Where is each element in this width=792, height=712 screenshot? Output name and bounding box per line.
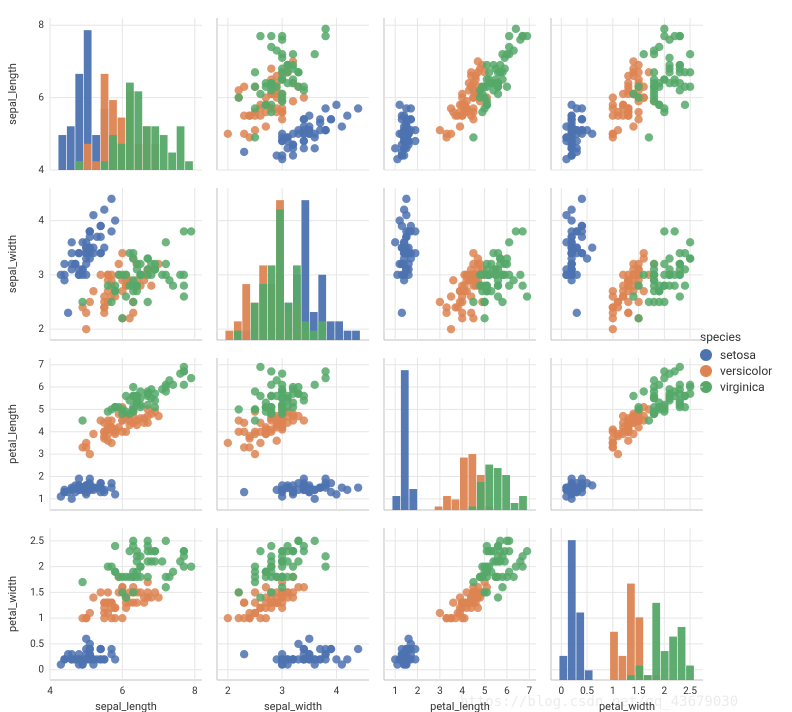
ytick-label: 6	[38, 382, 44, 393]
xtick-label: 1.5	[632, 686, 646, 697]
panel-petal_width-vs-sepal_length: 00.511.522.5petal_width468sepal_length	[50, 528, 202, 680]
ytick-label: 8	[38, 20, 44, 31]
y-axis-label: petal_width	[6, 576, 19, 632]
ytick-label: 1.5	[30, 587, 44, 598]
panel-petal_length-vs-petal_length	[384, 358, 536, 510]
species-legend: species setosa versicolor virginica	[700, 330, 772, 396]
xtick-label: 3	[437, 686, 443, 697]
ytick-label: 2	[38, 324, 44, 335]
ytick-label: 7	[38, 360, 44, 371]
xtick-label: 4	[459, 686, 465, 697]
ytick-label: 2	[38, 471, 44, 482]
y-axis-label: sepal_width	[6, 235, 19, 293]
ytick-label: 0.5	[30, 639, 44, 650]
panel-sepal_width-vs-sepal_length: 234sepal_width	[50, 188, 202, 340]
ytick-label: 2.5	[30, 536, 44, 547]
pairplot-figure: species setosaversicolorvirginica https:…	[0, 0, 792, 712]
xtick-label: 4	[47, 686, 53, 697]
legend-label: setosa	[720, 348, 756, 362]
xtick-label: 2	[415, 686, 421, 697]
ytick-label: 5	[38, 404, 44, 415]
xtick-label: 7	[526, 686, 532, 697]
ytick-label: 4	[38, 165, 44, 176]
xtick-label: 6	[120, 686, 126, 697]
xtick-label: 2	[225, 686, 231, 697]
legend-item-setosa: setosa	[700, 348, 772, 362]
panel-petal_width-vs-petal_length: 1234567petal_length	[384, 528, 536, 680]
xtick-label: 1	[610, 686, 616, 697]
panel-sepal_length-vs-sepal_width	[217, 18, 369, 170]
legend-title: species	[700, 330, 772, 344]
panel-petal_length-vs-sepal_width	[217, 358, 369, 510]
x-axis-label: petal_width	[599, 700, 655, 712]
panel-sepal_width-vs-sepal_width	[217, 188, 369, 340]
legend-label: virginica	[720, 380, 765, 394]
legend-item-versicolor: versicolor	[700, 364, 772, 378]
panel-petal_width-vs-petal_width: 00.511.522.5petal_width	[551, 528, 703, 680]
panel-sepal_length-vs-petal_width	[551, 18, 703, 170]
panel-petal_length-vs-petal_width	[551, 358, 703, 510]
xtick-label: 2	[662, 686, 668, 697]
ytick-label: 4	[38, 216, 44, 227]
y-axis-label: sepal_length	[6, 63, 19, 125]
x-axis-label: sepal_width	[264, 700, 322, 712]
panel-sepal_width-vs-petal_width	[551, 188, 703, 340]
ytick-label: 1	[38, 613, 44, 624]
panel-sepal_length-vs-petal_length	[384, 18, 536, 170]
ytick-label: 6	[38, 93, 44, 104]
panel-petal_width-vs-sepal_width: 234sepal_width	[217, 528, 369, 680]
ytick-label: 1	[38, 494, 44, 505]
xtick-label: 6	[504, 686, 510, 697]
xtick-label: 5	[482, 686, 488, 697]
legend-item-virginica: virginica	[700, 380, 772, 394]
xtick-label: 8	[192, 686, 198, 697]
xtick-label: 0	[558, 686, 564, 697]
ytick-label: 3	[38, 449, 44, 460]
xtick-label: 1	[392, 686, 398, 697]
x-axis-label: petal_length	[430, 700, 490, 712]
xtick-label: 2.5	[683, 686, 697, 697]
xtick-label: 4	[334, 686, 340, 697]
panel-sepal_length-vs-sepal_length: 468sepal_length	[50, 18, 202, 170]
y-axis-label: petal_length	[6, 404, 19, 464]
panel-petal_length-vs-sepal_length: 1234567petal_length	[50, 358, 202, 510]
x-axis-label: sepal_length	[95, 700, 157, 712]
ytick-label: 3	[38, 270, 44, 281]
legend-label: versicolor	[720, 364, 772, 378]
ytick-label: 4	[38, 427, 44, 438]
xtick-label: 3	[279, 686, 285, 697]
ytick-label: 0	[38, 665, 44, 676]
xtick-label: 0.5	[580, 686, 594, 697]
ytick-label: 2	[38, 562, 44, 573]
panel-sepal_width-vs-petal_length	[384, 188, 536, 340]
